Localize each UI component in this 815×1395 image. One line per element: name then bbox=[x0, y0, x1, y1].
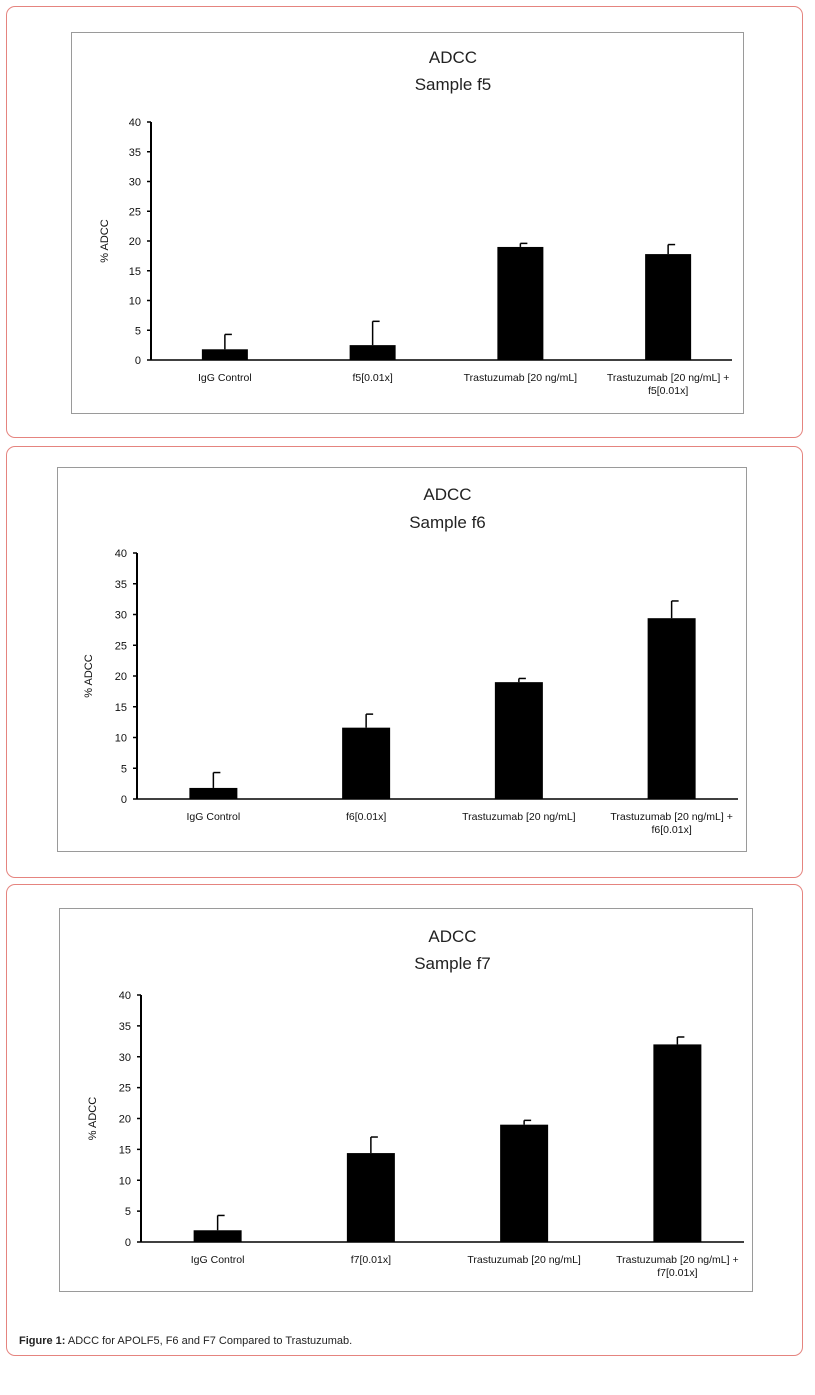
chart-subtitle: Sample f5 bbox=[415, 75, 492, 94]
y-tick-label: 20 bbox=[119, 1114, 131, 1126]
y-tick-label: 35 bbox=[115, 579, 127, 591]
y-tick-label: 15 bbox=[115, 702, 127, 714]
y-tick-label: 20 bbox=[129, 236, 141, 248]
chart-subtitle: Sample f7 bbox=[414, 954, 491, 973]
y-tick-label: 10 bbox=[129, 296, 141, 308]
y-tick-label: 30 bbox=[115, 610, 127, 622]
category-label-1: IgG Control bbox=[187, 811, 241, 823]
bar-2 bbox=[349, 345, 396, 360]
bar-4 bbox=[653, 1044, 702, 1242]
y-tick-label: 15 bbox=[119, 1144, 131, 1156]
bar-1 bbox=[193, 1230, 242, 1242]
figure-panel-f5: ADCC Sample f5 % ADCC 0 5 10 15 20 25 30 35 40 IgG C… bbox=[6, 6, 803, 438]
category-label-4: Trastuzumab [20 ng/mL] + bbox=[616, 1254, 738, 1266]
y-tick-label: 25 bbox=[119, 1083, 131, 1095]
category-label-4: f6[0.01x] bbox=[651, 824, 691, 836]
bar-2 bbox=[346, 1153, 395, 1242]
y-axis-label: % ADCC bbox=[83, 654, 95, 697]
y-tick-label: 20 bbox=[115, 671, 127, 683]
chart-subtitle: Sample f6 bbox=[409, 513, 486, 532]
category-label-4: Trastuzumab [20 ng/mL] + bbox=[607, 372, 729, 384]
bar-chart-f7: ADCC Sample f7 % ADCC 0 5 10 15 20 25 30 35 40 IgG C… bbox=[87, 927, 744, 1279]
y-tick-label: 30 bbox=[119, 1052, 131, 1064]
y-tick-label: 5 bbox=[135, 325, 141, 337]
chart-title: ADCC bbox=[428, 927, 476, 946]
bar-3 bbox=[497, 246, 544, 360]
figure-caption: Figure 1: ADCC for APOLF5, F6 and F7 Com… bbox=[19, 1335, 352, 1347]
category-label-2: f5[0.01x] bbox=[352, 372, 392, 384]
chart-frame-f7: ADCC Sample f7 % ADCC 0 5 10 15 20 25 30 35 40 IgG C… bbox=[59, 908, 753, 1292]
y-tick-label: 40 bbox=[115, 548, 127, 560]
y-axis-label: % ADCC bbox=[99, 219, 111, 262]
category-label-2: f7[0.01x] bbox=[351, 1254, 391, 1266]
y-tick-label: 40 bbox=[119, 990, 131, 1002]
y-tick-label: 10 bbox=[119, 1175, 131, 1187]
y-tick-label: 5 bbox=[121, 763, 127, 775]
y-tick-label: 30 bbox=[129, 177, 141, 189]
chart-frame-f6: ADCC Sample f6 % ADCC 0 5 10 15 20 25 30 35 40 IgG C… bbox=[57, 467, 747, 852]
bar-4 bbox=[647, 618, 696, 799]
y-tick-label: 25 bbox=[115, 640, 127, 652]
category-label-3: Trastuzumab [20 ng/mL] bbox=[464, 372, 577, 384]
category-label-1: IgG Control bbox=[198, 372, 252, 384]
y-tick-label: 0 bbox=[135, 355, 141, 367]
figure-panel-f6: ADCC Sample f6 % ADCC 0 5 10 15 20 25 30 35 40 IgG C… bbox=[6, 446, 803, 878]
y-tick-label: 0 bbox=[125, 1237, 131, 1249]
y-tick-label: 35 bbox=[119, 1021, 131, 1033]
y-tick-label: 15 bbox=[129, 266, 141, 278]
category-label-3: Trastuzumab [20 ng/mL] bbox=[467, 1254, 580, 1266]
chart-frame-f5: ADCC Sample f5 % ADCC 0 5 10 15 20 25 30 35 40 IgG C… bbox=[71, 32, 744, 414]
bar-1 bbox=[201, 349, 248, 360]
chart-title: ADCC bbox=[423, 485, 471, 504]
bar-chart-f5: ADCC Sample f5 % ADCC 0 5 10 15 20 25 30 35 40 IgG C… bbox=[99, 48, 732, 397]
y-tick-label: 5 bbox=[125, 1206, 131, 1218]
y-tick-label: 10 bbox=[115, 733, 127, 745]
caption-text: ADCC for APOLF5, F6 and F7 Compared to T… bbox=[65, 1335, 353, 1347]
figure-panel-f7: ADCC Sample f7 % ADCC 0 5 10 15 20 25 30 35 40 IgG C… bbox=[6, 884, 803, 1356]
y-tick-label: 0 bbox=[121, 794, 127, 806]
bar-chart-f6: ADCC Sample f6 % ADCC 0 5 10 15 20 25 30 35 40 IgG C… bbox=[83, 485, 738, 836]
category-label-1: IgG Control bbox=[191, 1254, 245, 1266]
bar-1 bbox=[189, 787, 238, 799]
y-tick-label: 25 bbox=[129, 206, 141, 218]
category-label-3: Trastuzumab [20 ng/mL] bbox=[462, 811, 575, 823]
category-label-4: f7[0.01x] bbox=[657, 1267, 697, 1279]
bar-2 bbox=[342, 727, 391, 799]
category-label-2: f6[0.01x] bbox=[346, 811, 386, 823]
y-axis-label: % ADCC bbox=[87, 1097, 99, 1140]
bar-4 bbox=[645, 254, 692, 360]
category-label-4: Trastuzumab [20 ng/mL] + bbox=[610, 811, 732, 823]
category-label-4: f5[0.01x] bbox=[648, 385, 688, 397]
y-tick-label: 40 bbox=[129, 117, 141, 129]
bar-3 bbox=[500, 1124, 549, 1242]
bar-3 bbox=[494, 682, 543, 799]
caption-label: Figure 1: bbox=[19, 1335, 66, 1347]
y-tick-label: 35 bbox=[129, 147, 141, 159]
chart-title: ADCC bbox=[429, 48, 477, 67]
